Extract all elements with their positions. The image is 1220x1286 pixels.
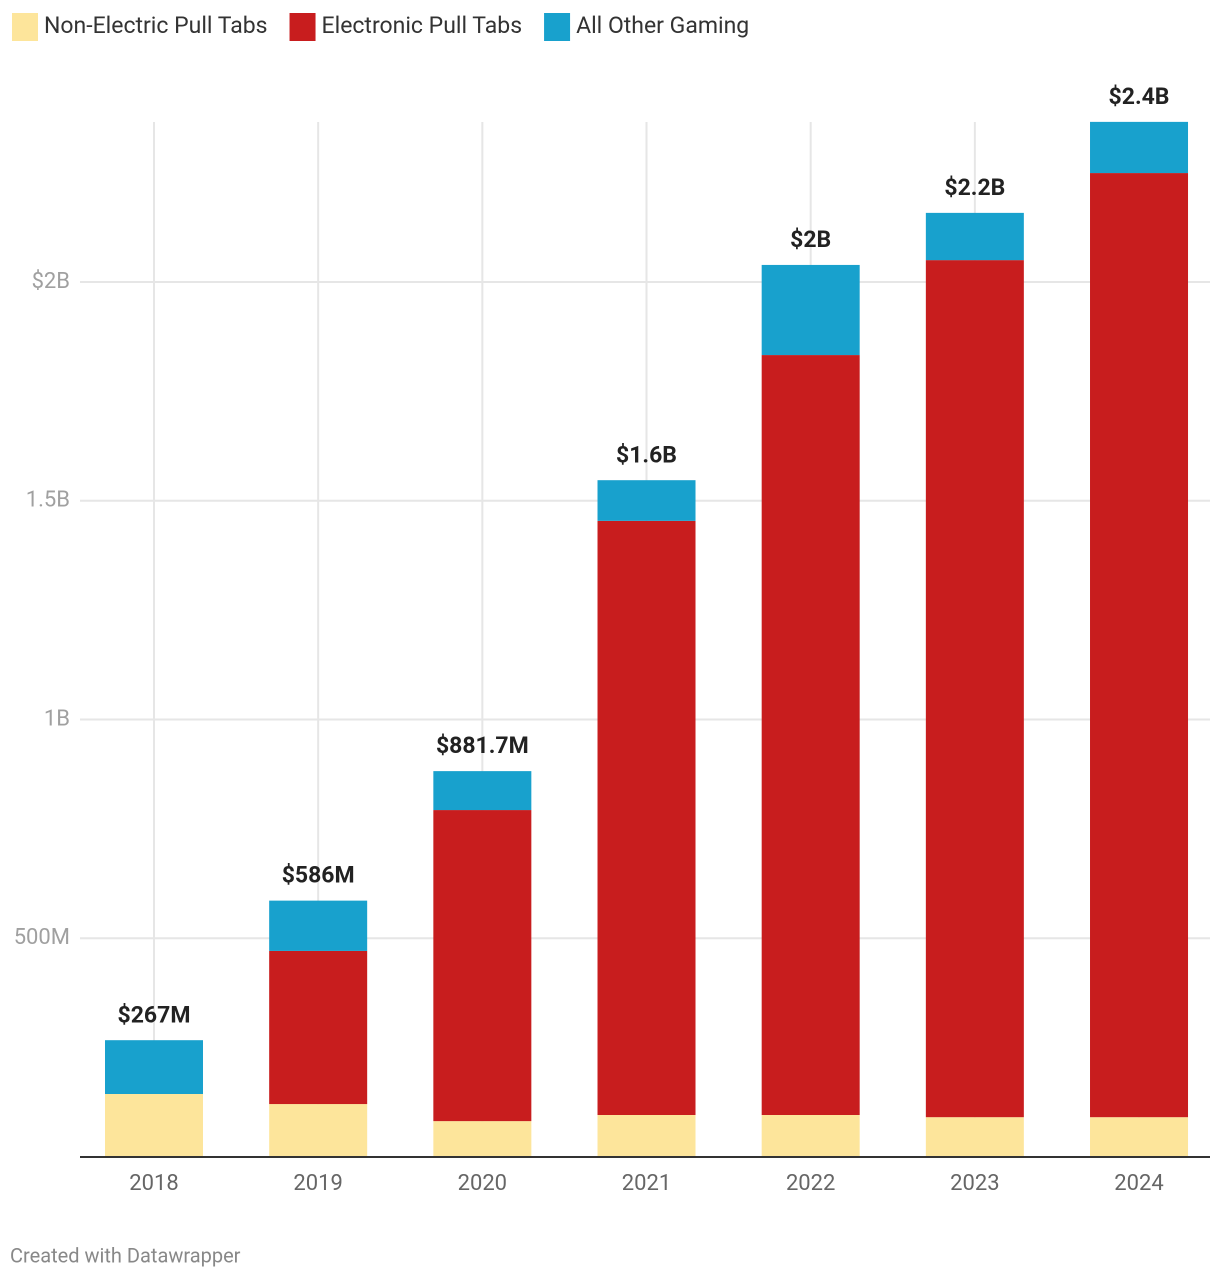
total-label: $2.2B	[944, 174, 1005, 201]
x-tick-label: 2020	[458, 1171, 507, 1196]
bar-segment	[1090, 121, 1189, 174]
legend-label: Non-Electric Pull Tabs	[44, 12, 268, 39]
bar-segment	[597, 520, 696, 1115]
bar-segment	[925, 212, 1024, 261]
total-label: $881.7M	[436, 732, 529, 759]
y-tick-label: $2B	[32, 269, 70, 294]
bar-segment	[597, 480, 696, 521]
y-tick-label: 1B	[44, 706, 70, 731]
bar-segment	[1090, 173, 1189, 1118]
total-label: $2.4B	[1109, 83, 1170, 110]
y-tick-label: 500M	[14, 925, 70, 950]
bar-segment	[761, 355, 860, 1115]
legend-swatch	[12, 13, 38, 41]
legend-swatch	[289, 13, 316, 41]
bar-segment	[269, 950, 368, 1105]
bar-segment	[761, 264, 860, 356]
total-label: $1.6B	[616, 441, 677, 468]
bar-segment	[925, 260, 1024, 1118]
bar-segment	[433, 771, 532, 811]
bar-segment	[433, 810, 532, 1122]
y-tick-label: 1.5B	[26, 488, 70, 513]
bar-segment	[269, 1104, 368, 1157]
x-tick-label: 2024	[1114, 1171, 1163, 1196]
bar-segment	[105, 1040, 203, 1094]
x-tick-label: 2019	[293, 1171, 342, 1196]
legend-label: All Other Gaming	[576, 12, 749, 39]
x-tick-label: 2022	[786, 1171, 835, 1196]
bar-segment	[105, 1094, 203, 1157]
legend-label: Electronic Pull Tabs	[322, 12, 523, 39]
x-tick-label: 2018	[129, 1171, 178, 1196]
total-label: $2B	[790, 226, 831, 253]
total-label: $267M	[118, 1001, 191, 1028]
x-tick-label: 2023	[950, 1171, 999, 1196]
bar-segment	[1090, 1117, 1189, 1157]
bar-segment	[269, 900, 368, 951]
bar-segment	[925, 1117, 1024, 1157]
bar-segment	[761, 1115, 860, 1157]
total-label: $586M	[282, 862, 355, 889]
x-tick-label: 2021	[622, 1171, 671, 1196]
legend-swatch	[544, 13, 571, 41]
bar-segment	[597, 1115, 696, 1157]
bar-segment	[433, 1121, 532, 1157]
footer: Created with Datawrapper	[10, 1243, 241, 1267]
